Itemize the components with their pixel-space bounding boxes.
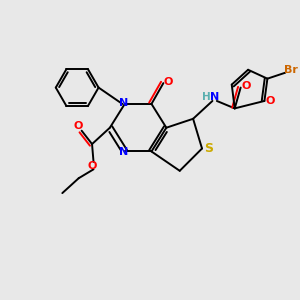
Text: N: N (210, 92, 219, 102)
Text: H: H (202, 92, 210, 102)
Text: N: N (118, 98, 128, 108)
Text: O: O (265, 96, 274, 106)
Text: N: N (118, 147, 128, 157)
Text: O: O (163, 76, 172, 87)
Text: Br: Br (284, 65, 298, 75)
Text: O: O (242, 81, 251, 91)
Text: O: O (74, 121, 83, 131)
Text: S: S (204, 142, 213, 155)
Text: O: O (88, 161, 97, 171)
